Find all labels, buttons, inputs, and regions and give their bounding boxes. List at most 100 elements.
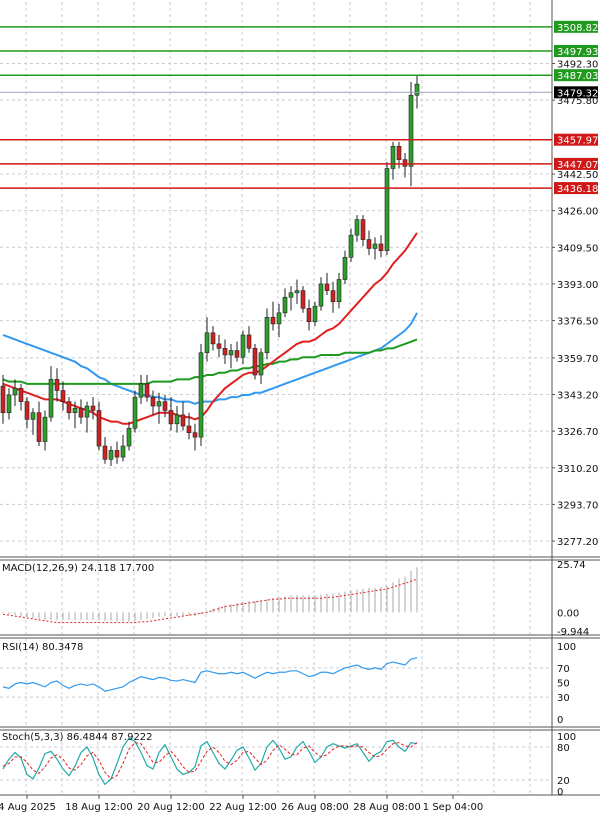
macd-label: MACD(12,26,9) 24.118 17.700 [2, 563, 154, 574]
candle-body [96, 410, 102, 447]
candle-body [186, 425, 192, 433]
candle [84, 401, 90, 433]
candle-body [18, 387, 24, 402]
candle-body [270, 316, 276, 325]
candle-body [120, 445, 126, 458]
candle-body [102, 445, 108, 460]
candle [348, 228, 354, 262]
candle [42, 410, 48, 451]
candle [162, 394, 168, 418]
candle-body [348, 234, 354, 258]
stoch-tick-label: 20 [557, 776, 570, 787]
candle-body [228, 350, 234, 356]
candle-body [138, 383, 144, 398]
candle-body [288, 292, 294, 298]
candle-body [378, 243, 384, 251]
candle-body [54, 379, 60, 391]
candle [0, 374, 6, 424]
candle [300, 286, 306, 313]
y-tick-label: 3359.70 [557, 354, 598, 365]
x-tick-label: 28 Aug 08:00 [353, 802, 420, 813]
candle [216, 335, 222, 358]
candle [402, 152, 408, 178]
price-panel[interactable] [0, 75, 420, 466]
candle-body [372, 243, 378, 249]
candle-body [330, 290, 336, 303]
candle [126, 421, 132, 451]
candle-body [198, 352, 204, 438]
candle [168, 397, 174, 431]
resistance-level-label: 3508.82 [557, 23, 598, 34]
resistance-level-label: 3497.93 [557, 47, 598, 58]
candle [24, 397, 30, 429]
stoch-panel[interactable] [0, 737, 552, 786]
candle [360, 215, 366, 247]
y-tick-label: 3492.30 [557, 59, 598, 70]
candle [144, 374, 150, 402]
candle-body [306, 308, 312, 322]
candle [78, 399, 84, 424]
y-tick-label: 3393.00 [557, 280, 598, 291]
candle [324, 272, 330, 296]
candle [12, 379, 18, 407]
rsi-panel[interactable] [0, 657, 552, 698]
candle [330, 281, 336, 313]
x-tick-label: 18 Aug 12:00 [65, 802, 132, 813]
candle [66, 397, 72, 420]
candle [270, 301, 276, 331]
candle [204, 317, 210, 362]
candle-body [354, 219, 360, 236]
candle [210, 326, 216, 351]
candle-body [114, 450, 120, 458]
candle-body [366, 239, 372, 249]
rsi-line [2, 657, 418, 692]
candle-body [12, 387, 18, 396]
candle [60, 381, 66, 411]
candle-body [0, 385, 6, 413]
price-levels: 3508.82 3497.93 3487.03 3457.97 3447.07 3436.… [0, 20, 598, 195]
resistance-level-label-bg [554, 69, 598, 82]
candle [186, 412, 192, 440]
rsi-tick-label: 100 [557, 642, 576, 653]
candle [36, 401, 42, 446]
candle-body [282, 296, 288, 314]
candle-body [126, 427, 132, 447]
candle [30, 408, 36, 435]
candle [138, 374, 144, 404]
support-level-label-bg [554, 182, 598, 195]
x-tick-label: 22 Aug 12:00 [209, 802, 276, 813]
candle [258, 348, 264, 384]
candle-body [24, 401, 30, 420]
candle [150, 390, 156, 415]
macd-panel[interactable] [2, 567, 418, 624]
candle [354, 215, 360, 242]
candle-body [402, 159, 408, 167]
candle-body [108, 450, 114, 460]
candle-body [396, 146, 402, 160]
candle-body [264, 316, 270, 354]
stoch-main-line [2, 737, 418, 786]
candle [336, 272, 342, 309]
y-tick-label: 3376.50 [557, 317, 598, 328]
candle [342, 250, 348, 284]
candle [318, 277, 324, 311]
candle-body [360, 219, 366, 240]
candle-body [192, 432, 198, 438]
candle-body [42, 416, 48, 442]
candle-body [390, 146, 396, 169]
resistance-level-label-bg [554, 44, 598, 57]
candle [390, 141, 396, 180]
candle [246, 326, 252, 353]
candle [288, 286, 294, 311]
y-tick-label: 3293.70 [557, 500, 598, 511]
support-level-label-bg [554, 133, 598, 146]
candle [252, 343, 258, 380]
candle-body [324, 283, 330, 291]
candle-body [36, 412, 42, 442]
candle-body [318, 283, 324, 307]
candle-body [174, 414, 180, 425]
grid-lines [0, 2, 552, 795]
candle-body [384, 168, 390, 251]
